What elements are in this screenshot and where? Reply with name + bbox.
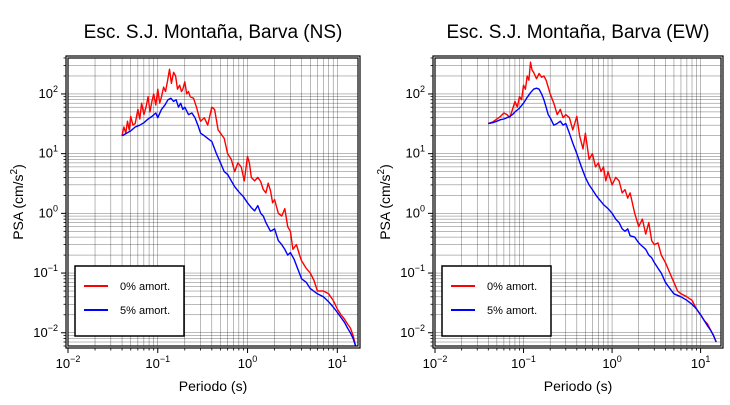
- y-tick-label: 101: [39, 144, 58, 161]
- plot-frame: [67, 57, 359, 347]
- y-tick-label: 10−1: [33, 263, 58, 280]
- y-tick-label: 101: [406, 144, 425, 161]
- series-line-red-0pct: [121, 68, 357, 347]
- x-tick-label: 10−2: [56, 354, 81, 371]
- chart-panel-1: 10−2 10−1 100 101 10−2 10−1 100 101 102 Esc. S.J.…: [9, 22, 361, 394]
- y-tick-label: 102: [406, 84, 425, 101]
- y-tick-label: 10−2: [400, 323, 425, 340]
- y-tick-label: 10−2: [33, 323, 58, 340]
- x-axis-label: Periodo (s): [544, 378, 612, 394]
- chart-title: Esc. S.J. Montaña, Barva (NS): [84, 22, 343, 43]
- y-tick-label: 100: [39, 203, 58, 220]
- x-tick-label: 101: [328, 354, 347, 371]
- y-axis-label: PSA (cm/s2): [376, 164, 393, 240]
- legend-label: 5% amort.: [120, 305, 170, 317]
- x-tick-label: 100: [238, 354, 257, 371]
- legend: 0% amort. 5% amort.: [74, 265, 185, 337]
- y-tick-label: 102: [39, 84, 58, 101]
- x-tick-label: 100: [602, 354, 621, 371]
- legend: 0% amort. 5% amort.: [441, 265, 552, 337]
- chart-panel-2: 10−2 10−1 100 101 10−2 10−1 100 101 102 Esc. S.J.…: [376, 22, 724, 394]
- series-line-blue-5pct: [488, 87, 717, 343]
- series-line-blue-5pct: [121, 97, 357, 347]
- legend-label: 0% amort.: [487, 281, 537, 293]
- x-tick-label: 10−1: [511, 354, 536, 371]
- x-tick-label: 101: [691, 354, 710, 371]
- plot-frame-outer: [65, 55, 361, 349]
- grid-lines: [67, 57, 358, 347]
- legend-label: 0% amort.: [120, 281, 170, 293]
- series-line-red-0pct: [488, 61, 717, 343]
- x-axis-label: Periodo (s): [179, 378, 247, 394]
- x-tick-label: 10−2: [423, 354, 448, 371]
- plot-frame: [434, 57, 722, 347]
- legend-box: [441, 265, 552, 337]
- legend-box: [74, 265, 185, 337]
- y-axis-label: PSA (cm/s2): [9, 164, 26, 240]
- chart-title: Esc. S.J. Montaña, Barva (EW): [447, 22, 710, 43]
- plot-frame-outer: [432, 55, 724, 349]
- y-tick-label: 10−1: [400, 263, 425, 280]
- x-tick-label: 10−1: [145, 354, 170, 371]
- legend-label: 5% amort.: [487, 305, 537, 317]
- y-tick-label: 100: [406, 203, 425, 220]
